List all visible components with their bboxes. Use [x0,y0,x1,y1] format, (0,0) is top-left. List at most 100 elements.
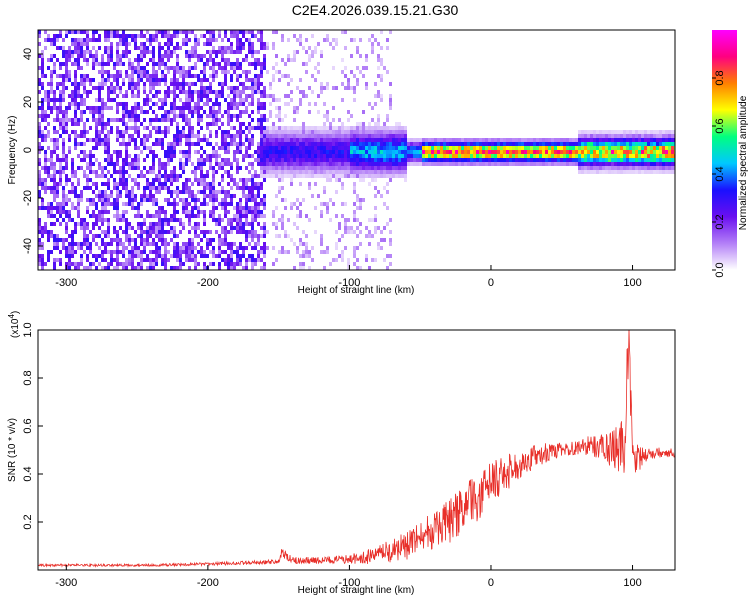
heatmap-cell [251,102,254,106]
heatmap-cell [329,166,332,170]
heatmap-cell [53,126,56,130]
heatmap-cell [362,138,365,142]
heatmap-cell [80,130,83,134]
heatmap-cell [77,42,80,46]
heatmap-cell [227,86,230,90]
heatmap-cell [344,130,347,134]
heatmap-cell [308,130,311,134]
heatmap-cell [545,146,548,150]
heatmap-cell [278,106,281,110]
heatmap-cell [383,166,386,170]
heatmap-cell [341,146,344,150]
heatmap-cell [104,38,107,42]
heatmap-cell [224,202,227,206]
heatmap-cell [341,138,344,142]
heatmap-cell [386,118,389,122]
heatmap-cell [53,222,56,226]
heatmap-cell [542,162,545,166]
heatmap-cell [260,210,263,214]
heatmap-cell [41,130,44,134]
heatmap-cell [155,142,158,146]
heatmap-cell [248,206,251,210]
heatmap-cell [626,138,629,142]
heatmap-cell [272,162,275,166]
heatmap-cell [83,170,86,174]
heatmap-cell [272,222,275,226]
heatmap-cell [92,154,95,158]
heatmap-cell [71,122,74,126]
x-tick-label: 0 [488,277,494,289]
heatmap-cell [257,150,260,154]
heatmap-cell [254,210,257,214]
heatmap-cell [212,90,215,94]
heatmap-cell [101,266,104,270]
heatmap-cell [401,170,404,174]
heatmap-cell [320,146,323,150]
heatmap-cell [311,150,314,154]
heatmap-cell [263,142,266,146]
heatmap-cell [611,150,614,154]
heatmap-cell [287,162,290,166]
heatmap-cell [311,162,314,166]
heatmap-cell [161,238,164,242]
heatmap-cell [101,82,104,86]
heatmap-cell [374,214,377,218]
heatmap-cell [200,58,203,62]
heatmap-cell [59,238,62,242]
heatmap-cell [161,138,164,142]
heatmap-cell [587,166,590,170]
heatmap-cell [83,102,86,106]
heatmap-cell [185,206,188,210]
heatmap-cell [227,194,230,198]
heatmap-cell [161,106,164,110]
heatmap-cell [104,142,107,146]
heatmap-cell [653,130,656,134]
heatmap-cell [158,174,161,178]
heatmap-cell [620,130,623,134]
heatmap-cell [290,150,293,154]
heatmap-cell [89,90,92,94]
heatmap-cell [593,146,596,150]
heatmap-cell [209,230,212,234]
heatmap-cell [254,202,257,206]
heatmap-cell [95,254,98,258]
heatmap-cell [596,158,599,162]
heatmap-cell [326,142,329,146]
heatmap-cell [449,162,452,166]
heatmap-cell [236,94,239,98]
heatmap-cell [278,190,281,194]
heatmap-cell [260,258,263,262]
heatmap-cell [140,30,143,34]
heatmap-cell [335,142,338,146]
heatmap-cell [164,98,167,102]
heatmap-cell [164,110,167,114]
heatmap-cell [455,150,458,154]
heatmap-cell [95,30,98,34]
heatmap-cell [113,202,116,206]
heatmap-cell [434,158,437,162]
heatmap-cell [347,218,350,222]
heatmap-cell [317,150,320,154]
heatmap-cell [89,166,92,170]
heatmap-cell [353,162,356,166]
heatmap-cell [218,102,221,106]
heatmap-cell [83,86,86,90]
heatmap-cell [293,154,296,158]
heatmap-cell [119,262,122,266]
heatmap-cell [113,30,116,34]
heatmap-cell [485,138,488,142]
heatmap-cell [317,94,320,98]
heatmap-cell [50,70,53,74]
heatmap-cell [212,254,215,258]
heatmap-cell [134,122,137,126]
heatmap-cell [113,150,116,154]
heatmap-cell [155,254,158,258]
heatmap-cell [296,126,299,130]
heatmap-cell [416,142,419,146]
heatmap-cell [209,134,212,138]
heatmap-cell [212,166,215,170]
heatmap-cell [203,210,206,214]
heatmap-cell [407,154,410,158]
heatmap-cell [38,262,41,266]
heatmap-cell [164,126,167,130]
